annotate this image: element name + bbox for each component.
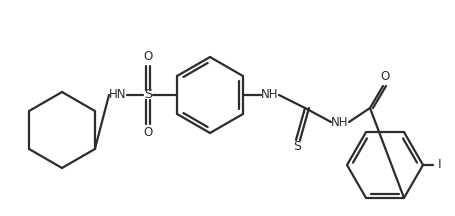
Text: O: O <box>143 51 152 64</box>
Text: O: O <box>143 127 152 140</box>
Text: S: S <box>144 89 152 102</box>
Text: O: O <box>380 70 389 84</box>
Text: S: S <box>293 140 301 154</box>
Text: NH: NH <box>261 89 279 102</box>
Text: I: I <box>438 159 442 172</box>
Text: NH: NH <box>331 116 349 129</box>
Text: HN: HN <box>109 89 127 102</box>
